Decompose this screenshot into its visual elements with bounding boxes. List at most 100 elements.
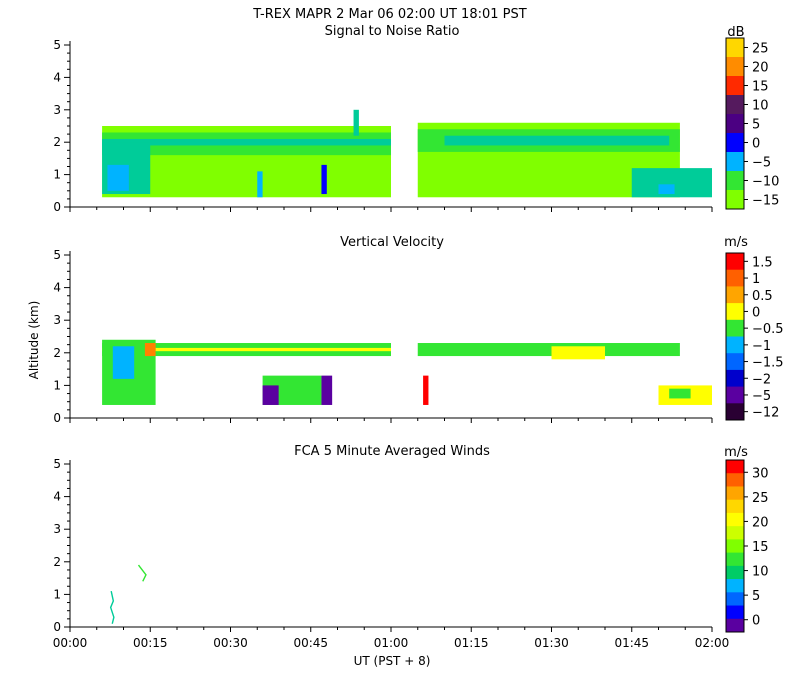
colorbar-swatch: [726, 526, 744, 540]
y-tick-label: 2: [53, 135, 61, 149]
colorbar-label: 5: [752, 589, 760, 604]
heatmap-cell-4: [107, 164, 129, 191]
colorbar-frame: [725, 252, 745, 421]
colorbar-swatch: [726, 618, 744, 633]
x-tick-label: 00:30: [213, 636, 248, 650]
winds-colorbar: 30 25 20 15 10 5 0: [725, 459, 769, 633]
winds-axes: 0 1 2 3 4 5 00:00 00:15 00:30 00:45 01:00 01:15 01:3…: [53, 457, 730, 650]
colorbar-label: −1.5: [752, 356, 784, 371]
colorbar-swatch: [726, 579, 744, 593]
colorbar-swatch: [726, 303, 744, 321]
colorbar-swatch: [726, 76, 744, 96]
colorbar-swatch: [726, 486, 744, 501]
snr-colorbar: 25 20 15 10 5 0 −5 −10 −15: [725, 37, 779, 210]
colorbar-label: −15: [752, 194, 779, 209]
colorbar-label: 0.5: [752, 289, 773, 304]
colorbar-label: 25: [752, 42, 769, 57]
colorbar-label: 0: [752, 614, 760, 629]
heatmap-cell-12: [658, 184, 675, 195]
heatmap-cell-10: [444, 135, 670, 146]
colorbar-label: 15: [752, 540, 769, 555]
x-tick-label: 00:15: [133, 636, 168, 650]
y-tick-label: 3: [53, 313, 61, 327]
colorbar-swatch: [726, 190, 744, 210]
y-tick-label: 3: [53, 103, 61, 117]
y-tick-label: 5: [53, 248, 61, 262]
colorbar-swatch: [726, 133, 744, 153]
y-tick-label: 5: [53, 457, 61, 471]
colorbar-label: −2: [752, 372, 771, 387]
y-tick-label: 0: [53, 620, 61, 634]
velocity-title: Vertical Velocity: [340, 235, 444, 250]
heatmap-cell-5: [257, 171, 263, 198]
colorbar-label: −1: [752, 339, 771, 354]
colorbar-swatch: [726, 386, 744, 404]
colorbar-label: 10: [752, 565, 769, 580]
colorbar-swatch: [726, 499, 744, 514]
figure-title: T-REX MAPR 2 Mar 06 02:00 UT 18:01 PST: [252, 7, 526, 22]
velocity-colorbar-unit: m/s: [724, 235, 748, 250]
colorbar-swatch: [726, 552, 744, 567]
colorbar-label: 1.5: [752, 255, 773, 270]
x-tick-label: 01:30: [534, 636, 569, 650]
colorbar-label: −12: [752, 406, 779, 421]
velocity-axes: 0 1 2 3 4 5: [53, 248, 713, 425]
heatmap-cell-4: [144, 343, 156, 357]
x-tick-label: 01:15: [454, 636, 489, 650]
colorbar-label: −5: [752, 156, 771, 171]
heatmap-cell-7: [353, 109, 359, 136]
y-tick-label: 4: [53, 281, 61, 295]
x-tick-label: 02:00: [695, 636, 730, 650]
wind-series-1: [137, 564, 147, 582]
colorbar-swatch: [726, 539, 744, 554]
colorbar-swatch: [726, 114, 744, 134]
colorbar-swatch: [726, 353, 744, 371]
colorbar-swatch: [726, 38, 744, 58]
x-tick-label: 00:00: [53, 636, 88, 650]
heatmap-cell-6: [262, 385, 279, 405]
x-axis-label: UT (PST + 8): [354, 654, 431, 668]
velocity-heatmap: [102, 339, 712, 405]
winds-colorbar-unit: m/s: [724, 445, 748, 460]
colorbar-label: −10: [752, 175, 779, 190]
colorbar-swatch: [726, 319, 744, 337]
heatmap-cell-10: [423, 375, 429, 405]
colorbar-label: 1: [752, 272, 760, 287]
heatmap-cell-1: [102, 347, 391, 352]
colorbar-label: −0.5: [752, 322, 784, 337]
y-tick-label: 2: [53, 555, 61, 569]
colorbar-swatch: [726, 269, 744, 287]
colorbar-swatch: [726, 403, 744, 421]
colorbar-swatch: [726, 512, 744, 527]
y-tick-label: 0: [53, 200, 61, 214]
snr-colorbar-unit: dB: [727, 25, 744, 40]
colorbar-label: 10: [752, 99, 769, 114]
y-tick-label: 2: [53, 346, 61, 360]
colorbar-swatch: [726, 336, 744, 354]
colorbar-swatch: [726, 95, 744, 115]
heatmap-cell-2: [102, 138, 391, 146]
wind-series-0: [109, 590, 115, 624]
y-tick-label: 4: [53, 70, 61, 84]
colorbar-swatch: [726, 473, 744, 487]
colorbar-swatch: [726, 286, 744, 304]
heatmap-cell-3: [112, 346, 135, 379]
snr-panel: Signal to Noise Ratio 0 1 2 3 4 5 25 20 15 10 5 0 −…: [53, 24, 779, 214]
colorbar-label: 15: [752, 80, 769, 95]
x-tick-label: 00:45: [293, 636, 328, 650]
colorbar-label: −5: [752, 389, 771, 404]
snr-heatmap: [102, 109, 712, 198]
y-tick-label: 0: [53, 411, 61, 425]
colorbar-swatch: [726, 369, 744, 388]
snr-title: Signal to Noise Ratio: [325, 24, 460, 39]
x-tick-label: 01:00: [374, 636, 409, 650]
velocity-colorbar: 1.5 1 0.50 −0.5 −1 −1.5−2 −5 −12: [725, 252, 784, 421]
colorbar-swatch: [726, 460, 744, 474]
y-tick-label: 3: [53, 522, 61, 536]
colorbar-swatch: [726, 171, 744, 191]
colorbar-label: 20: [752, 61, 769, 76]
colorbar-swatch: [726, 565, 744, 580]
